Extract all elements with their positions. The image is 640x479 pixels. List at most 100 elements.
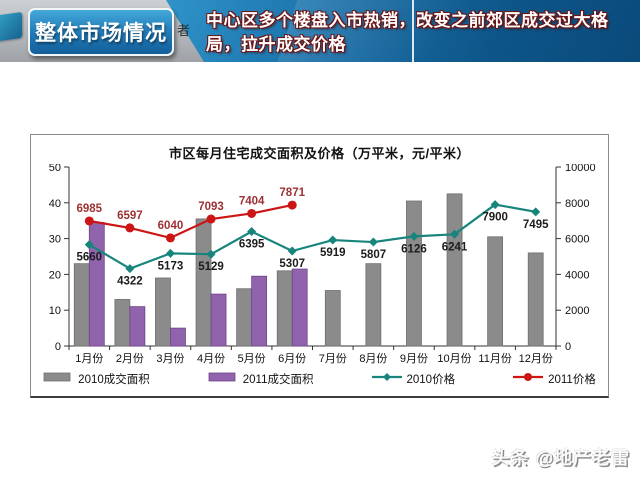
diamond-marker: [125, 264, 135, 274]
axes: 0 10 20 30 40 50 0 2000 4000 6000 8000 10000: [49, 164, 596, 353]
circle-marker: [206, 214, 216, 224]
svg-text:8月份: 8月份: [359, 352, 387, 365]
svg-text:11月份: 11月份: [478, 352, 511, 365]
svg-text:7871: 7871: [279, 187, 305, 199]
bar-2010: [195, 218, 212, 347]
svg-text:7093: 7093: [198, 201, 224, 213]
svg-text:10月份: 10月份: [437, 352, 471, 365]
bar-2010: [276, 270, 293, 347]
svg-text:0: 0: [55, 341, 61, 353]
svg-text:50: 50: [49, 164, 61, 174]
svg-text:4月份: 4月份: [197, 352, 225, 365]
circle-marker: [247, 208, 257, 218]
diamond-marker: [328, 235, 338, 245]
svg-text:7404: 7404: [239, 195, 265, 207]
header-subtitle: 中心区多个楼盘入市热销，改变之前郊区成交过大格 局，拉升成交价格: [206, 9, 626, 57]
bar-2010: [487, 236, 504, 347]
bar-2010: [406, 200, 422, 347]
diamond-marker: [450, 229, 460, 239]
logo-icon: [0, 11, 22, 43]
chart-panel: 市区每月住宅成交面积及价格（万平米，元/平米） 0 10 20 30 40 50 0 2000…: [30, 134, 609, 398]
legend-swatch-line-teal: [371, 370, 402, 388]
svg-text:4000: 4000: [565, 269, 589, 281]
line-2010价格: 5660 4322 5173 5129 6395 5307 5919 5807 6126 6241…: [76, 200, 549, 288]
diamond-marker: [490, 200, 500, 210]
legend-swatch-line-red: [513, 370, 544, 388]
legend-label: 2011价格: [548, 374, 596, 386]
svg-text:30: 30: [49, 234, 61, 246]
svg-text:6040: 6040: [158, 220, 184, 232]
subtitle-line-1: 中心区多个楼盘入市热销，改变之前郊区成交过大格: [206, 11, 609, 30]
svg-text:5173: 5173: [158, 260, 184, 272]
svg-text:7495: 7495: [523, 219, 549, 231]
svg-text:7月份: 7月份: [319, 352, 347, 365]
bar-2010: [73, 263, 90, 347]
svg-text:6597: 6597: [117, 210, 143, 222]
bar-2010: [527, 252, 544, 347]
svg-text:10: 10: [49, 305, 61, 317]
svg-text:5307: 5307: [279, 258, 305, 270]
svg-text:6126: 6126: [401, 243, 427, 255]
chart-legend: 2010成交面积 2011成交面积 2010价格 2011价格: [31, 366, 608, 392]
svg-text:2月份: 2月份: [116, 352, 144, 365]
legend-swatch-bar-purple: [208, 370, 238, 388]
header-strip: 整体市场情况 者 中心区多个楼盘入市热销，改变之前郊区成交过大格 局，拉升成交价…: [0, 0, 640, 62]
svg-text:2000: 2000: [565, 305, 589, 317]
svg-text:40: 40: [49, 198, 61, 210]
legend-item-area-2011: 2011成交面积: [208, 370, 314, 388]
header-blue-band: [166, 0, 640, 62]
svg-text:4322: 4322: [117, 276, 143, 288]
legend-label: 2010成交面积: [78, 374, 150, 386]
svg-text:6985: 6985: [76, 203, 102, 215]
legend-item-area-2010: 2010成交面积: [43, 370, 150, 388]
header-divider-line: [412, 0, 414, 62]
bar-2010: [324, 290, 341, 347]
line-2011价格: 6985 6597 6040 7093 7404 7871: [76, 187, 306, 243]
chart-title: 市区每月住宅成交面积及价格（万平米，元/平米）: [168, 146, 471, 161]
bars: [73, 193, 544, 347]
author-mark: 者: [177, 23, 191, 38]
svg-text:6395: 6395: [239, 239, 265, 251]
svg-text:8000: 8000: [565, 198, 589, 210]
diamond-marker: [165, 248, 175, 258]
diamond-marker: [84, 240, 94, 250]
svg-text:6000: 6000: [565, 234, 589, 246]
svg-text:6241: 6241: [442, 241, 468, 253]
svg-text:3月份: 3月份: [156, 352, 184, 365]
legend-label: 2011成交面积: [242, 374, 314, 386]
legend-swatch-bar-gray: [43, 370, 73, 388]
subtitle-line-2: 局，拉升成交价格: [206, 35, 346, 54]
legend-item-price-2010: 2010价格: [371, 370, 455, 388]
page-watermark: 头条 @地产老雷: [491, 448, 630, 468]
svg-text:5807: 5807: [361, 249, 387, 261]
svg-text:9月份: 9月份: [400, 352, 428, 365]
circle-marker: [287, 200, 297, 210]
bar-2011: [88, 222, 105, 347]
svg-text:5919: 5919: [320, 247, 346, 259]
svg-text:0: 0: [565, 341, 571, 353]
bar-2010: [236, 288, 253, 347]
section-title-box: 整体市场情况: [28, 8, 174, 56]
legend-item-price-2011: 2011价格: [513, 370, 596, 388]
svg-text:10000: 10000: [565, 164, 596, 174]
bar-2011: [129, 306, 146, 347]
bar-2011: [291, 268, 308, 347]
svg-text:5129: 5129: [198, 261, 224, 273]
circle-marker: [84, 216, 94, 226]
x-axis-labels: 1月份 2月份 3月份 4月份 5月份 6月份 7月份 8月份 9月份 10月份 11月份 12月份: [75, 352, 553, 365]
diamond-marker: [531, 207, 541, 217]
bar-2011: [251, 275, 268, 347]
svg-text:1月份: 1月份: [75, 352, 103, 365]
bar-2010: [365, 263, 382, 347]
circle-marker: [125, 223, 135, 233]
bar-2011: [170, 327, 186, 347]
chart-plot: 0 10 20 30 40 50 0 2000 4000 6000 8000 10000 1月份 2月份 3…: [49, 164, 596, 365]
svg-text:5月份: 5月份: [238, 352, 266, 365]
diamond-marker: [287, 246, 297, 256]
bar-2010: [446, 193, 463, 347]
svg-text:7900: 7900: [482, 212, 508, 224]
bar-2010: [155, 277, 171, 347]
section-title: 整体市场情况: [35, 22, 167, 45]
svg-text:20: 20: [49, 269, 61, 281]
diamond-marker: [368, 237, 378, 247]
